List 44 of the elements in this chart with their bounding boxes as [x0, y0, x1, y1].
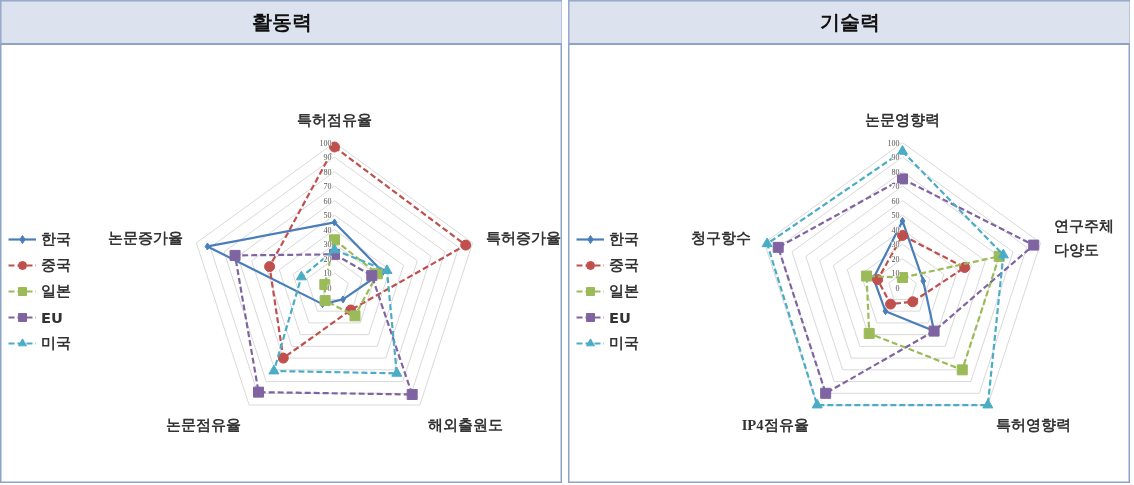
y-tick-label: 70	[323, 182, 332, 192]
legend-label: 한국	[609, 229, 639, 249]
y-tick-label: 50	[323, 211, 332, 221]
y-tick-label: 70	[891, 182, 900, 192]
y-tick-label: 50	[891, 211, 900, 221]
legend-label: 중국	[41, 255, 71, 275]
y-tick-label: 40	[323, 225, 332, 235]
spoke-label: 논문영향력	[865, 112, 941, 129]
y-tick-label: 100	[887, 138, 900, 148]
y-tick-label: 20	[891, 254, 900, 264]
spoke-label: 연구주체 다양도	[1054, 218, 1115, 259]
legend-label: 일본	[41, 281, 71, 301]
spoke-label: 특허점유율	[297, 112, 373, 129]
y-tick-label: 40	[891, 225, 900, 235]
spoke-label: 논문증가율	[107, 230, 183, 247]
y-tick-label: 80	[891, 167, 900, 177]
chart-title: 활동력	[251, 11, 312, 34]
legend-label: 한국	[41, 229, 71, 249]
y-tick-label: 10	[323, 269, 332, 279]
legend-label: EU	[609, 308, 631, 326]
y-tick-label: 80	[323, 167, 332, 177]
y-tick-label: 90	[891, 153, 900, 163]
legend-label: 중국	[609, 255, 639, 275]
spoke-label: 청구항수	[690, 230, 751, 247]
y-tick-label: 30	[323, 240, 332, 250]
spoke-label: 해외출원도	[428, 416, 504, 433]
y-tick-label: 20	[323, 254, 332, 264]
legend-label: EU	[41, 308, 63, 326]
spoke-label: IP4점유율	[741, 416, 809, 433]
legend-label: 일본	[609, 281, 639, 301]
y-tick-label: 0	[895, 283, 900, 293]
spoke-label: 논문점유율	[165, 416, 241, 433]
y-tick-label: 60	[323, 196, 332, 206]
y-tick-label: 0	[327, 283, 332, 293]
spoke-label: 특허증가율	[486, 230, 562, 247]
y-tick-label: 100	[319, 138, 332, 148]
legend-label: 미국	[41, 333, 71, 353]
y-tick-label: 60	[891, 196, 900, 206]
y-tick-label: 30	[891, 240, 900, 250]
legend-label: 미국	[609, 333, 639, 353]
chart-title: 기술력	[819, 11, 880, 34]
y-tick-label: 90	[323, 153, 332, 163]
spoke-label: 특허영향력	[996, 416, 1072, 433]
y-tick-label: 10	[891, 269, 900, 279]
